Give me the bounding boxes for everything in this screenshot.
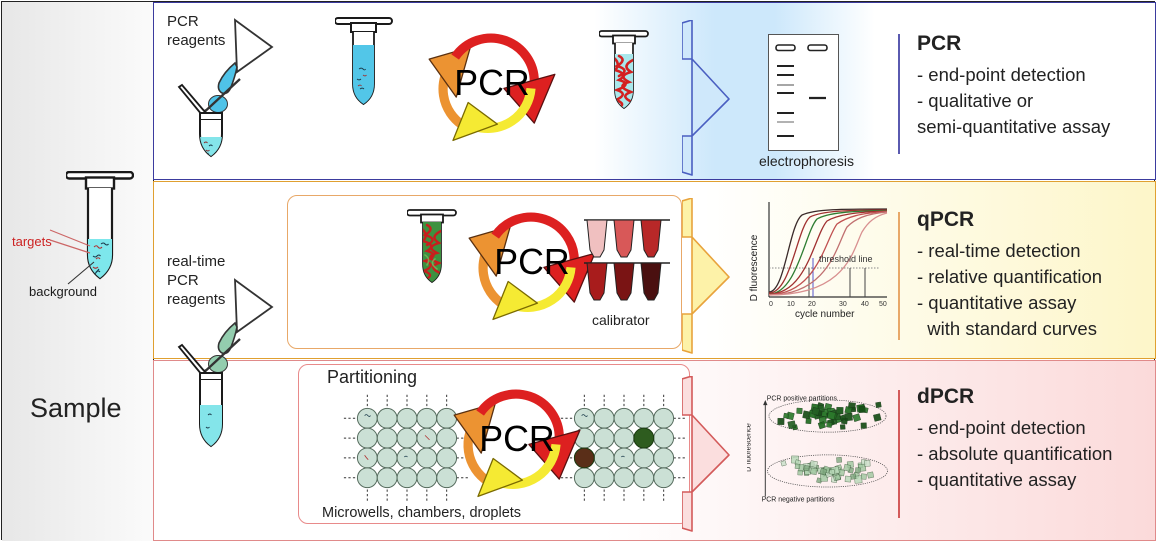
svg-text:PCR negative partitions: PCR negative partitions <box>762 497 835 504</box>
svg-text:30: 30 <box>839 301 847 308</box>
svg-text:cycle number: cycle number <box>795 309 855 320</box>
svg-text:20: 20 <box>808 301 816 308</box>
svg-text:0: 0 <box>769 301 773 308</box>
svg-text:PCR: PCR <box>454 63 529 103</box>
svg-text:PCR: PCR <box>494 242 569 282</box>
svg-text:50: 50 <box>879 301 887 308</box>
svg-text:10: 10 <box>787 301 795 308</box>
svg-text:D fluorescence: D fluorescence <box>747 423 753 472</box>
svg-text:threshold line: threshold line <box>819 254 873 264</box>
svg-text:PCR: PCR <box>479 419 554 459</box>
svg-text:40: 40 <box>861 301 869 308</box>
svg-text:D fluorescence: D fluorescence <box>749 234 760 301</box>
